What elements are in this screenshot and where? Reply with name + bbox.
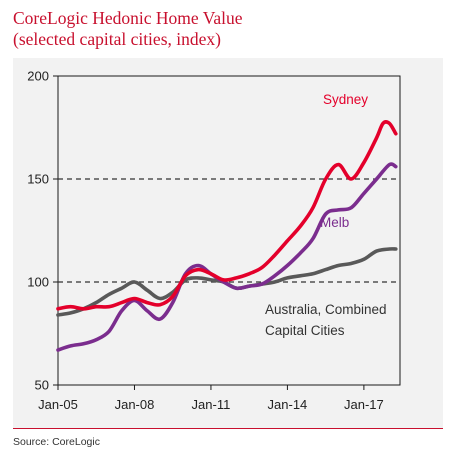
series-annotations: Sydney Melb Australia, Combined Capital Cit…	[265, 92, 387, 338]
source-note: Source: CoreLogic	[13, 436, 100, 448]
y-tick-label: 200	[27, 69, 49, 84]
plot-frame	[57, 75, 401, 386]
chart-subtitle: (selected capital cities, index)	[13, 29, 221, 49]
chart-title: CoreLogic Hedonic Home Value	[13, 8, 243, 28]
tick-labels: 50 100 150 200 Jan-05 Jan-08 Jan-11 Jan-14 Jan-1…	[27, 69, 383, 413]
x-tick-label: Jan-17	[344, 397, 384, 412]
annotation-australia-combined-capital-cities: Capital Cities	[265, 323, 345, 338]
series-line-sydney	[56, 120, 398, 311]
x-tick-label: Jan-14	[268, 397, 308, 412]
source-divider	[13, 428, 443, 429]
x-tick-label: Jan-08	[115, 397, 155, 412]
axes	[53, 75, 401, 390]
chart-panel	[13, 58, 443, 428]
annotation-australia-combined-capital-cities: Australia, Combined	[265, 302, 387, 317]
y-tick-label: 50	[35, 378, 49, 393]
reference-lines	[58, 178, 400, 283]
annotation-melb: Melb	[320, 215, 349, 230]
x-tick-label: Jan-05	[38, 397, 78, 412]
series-lines	[56, 120, 398, 352]
y-tick-label: 150	[27, 172, 49, 187]
y-tick-label: 100	[27, 275, 49, 290]
series-line-melb	[56, 162, 398, 352]
x-tick-label: Jan-11	[192, 397, 231, 412]
annotation-sydney: Sydney	[323, 92, 368, 107]
chart-title-block: CoreLogic Hedonic Home Value (selected c…	[13, 8, 243, 50]
